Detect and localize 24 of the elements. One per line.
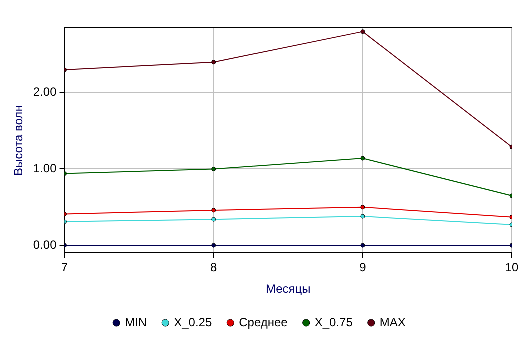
x-tick-label: 10 <box>505 260 519 275</box>
x-axis-title: Месяцы <box>266 282 311 296</box>
point <box>212 217 216 222</box>
point <box>360 30 366 34</box>
legend-label: X_0.75 <box>314 315 354 330</box>
point <box>360 243 366 248</box>
legend-label: MIN <box>125 315 148 330</box>
point <box>212 208 216 213</box>
legend-label: MAX <box>380 315 406 330</box>
x-tick-label: 9 <box>360 260 367 275</box>
y-tick-label: 1.00 <box>33 162 58 176</box>
legend-label: Среднее <box>239 315 288 330</box>
point <box>360 156 366 161</box>
point <box>360 214 366 219</box>
point <box>212 166 216 172</box>
y-axis-title: Высота волн <box>12 105 26 176</box>
point <box>360 205 366 210</box>
y-tick-label: 0.00 <box>33 238 58 252</box>
y-tick-label: 2.00 <box>33 85 58 100</box>
x-tick-label: 8 <box>210 260 218 275</box>
point <box>212 60 216 65</box>
x-tick-label: 7 <box>61 260 68 275</box>
legend-label: X_0.25 <box>174 315 212 330</box>
point <box>212 243 216 248</box>
